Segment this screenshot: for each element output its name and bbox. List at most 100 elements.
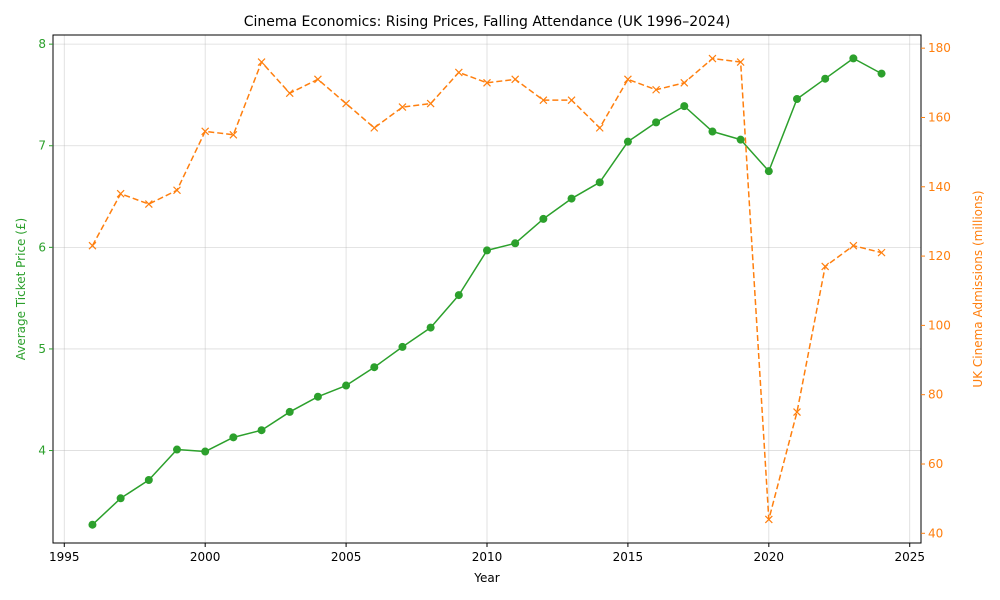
y-tick-label-right: 160	[928, 110, 951, 124]
x-axis-label: Year	[473, 571, 499, 585]
price-point	[144, 476, 153, 485]
admissions-point-stroke	[595, 123, 604, 132]
price-point	[454, 291, 463, 300]
y-axis-label-right: UK Cinema Admissions (millions)	[971, 190, 985, 387]
admissions-point-stroke	[201, 127, 210, 136]
admissions-point	[623, 75, 632, 84]
admissions-point	[764, 515, 773, 524]
admissions-point	[708, 54, 717, 63]
grid-layer	[53, 35, 921, 543]
price-point	[623, 137, 632, 146]
admissions-point	[680, 78, 689, 87]
admissions-point-stroke	[511, 75, 520, 84]
y-tick-label-left: 6	[38, 240, 46, 254]
price-point	[483, 246, 491, 255]
admissions-point-stroke	[229, 130, 238, 139]
admissions-point	[821, 262, 830, 271]
price-point	[398, 342, 407, 351]
price-point	[764, 167, 773, 176]
admissions-point-stroke	[144, 200, 153, 209]
admissions-point-stroke	[680, 78, 689, 87]
axes-layer: 1995 2000 2005 2010 2015 2020 2025 4 5 6 7 8 40 60 80 1…	[38, 37, 951, 564]
chart-title: Cinema Economics: Rising Prices, Falling…	[244, 14, 731, 30]
admissions-point-stroke	[736, 58, 745, 66]
admissions-point-stroke	[567, 96, 576, 105]
price-point	[708, 127, 717, 136]
admissions-point-stroke	[342, 99, 351, 108]
y-tick-label-left: 7	[38, 139, 46, 153]
y-tick-label-right: 120	[928, 249, 951, 263]
admissions-point	[285, 89, 294, 98]
admissions-point-stroke	[370, 123, 379, 132]
price-point	[511, 239, 520, 248]
series-layer	[88, 54, 886, 529]
price-point	[877, 69, 886, 78]
admissions-series-line	[91, 57, 882, 521]
admissions-point-stroke	[849, 241, 858, 250]
x-tick-label: 2010	[472, 550, 503, 564]
admissions-point-stroke	[793, 408, 801, 416]
admissions-point	[88, 241, 97, 250]
admissions-point	[511, 75, 520, 84]
admissions-point-stroke	[708, 54, 717, 63]
x-tick-label: 1995	[49, 550, 80, 564]
price-point	[370, 363, 379, 372]
admissions-point-stroke	[426, 99, 435, 108]
price-point	[342, 381, 351, 390]
admissions-point	[398, 103, 407, 112]
y-tick-label-right: 80	[928, 388, 943, 402]
price-point	[426, 323, 435, 332]
price-point	[595, 178, 604, 187]
y-tick-label-right: 140	[928, 180, 951, 194]
price-point	[285, 407, 294, 416]
admissions-point	[313, 75, 322, 84]
price-point	[849, 54, 858, 63]
admissions-point-stroke	[652, 85, 661, 94]
admissions-point	[370, 123, 379, 132]
x-tick-label: 2025	[894, 550, 925, 564]
admissions-point-stroke	[173, 186, 181, 195]
price-point	[88, 520, 97, 529]
admissions-point-stroke	[483, 78, 491, 87]
price-point	[116, 494, 125, 503]
admissions-point	[793, 408, 801, 416]
admissions-point	[849, 241, 858, 250]
admissions-point	[877, 248, 886, 257]
admissions-point-stroke	[623, 75, 632, 84]
price-point	[793, 95, 801, 104]
x-tick-label: 2000	[190, 550, 221, 564]
price-point	[567, 194, 576, 203]
admissions-point	[229, 130, 238, 139]
admissions-point	[652, 85, 661, 94]
admissions-point-stroke	[398, 103, 407, 112]
price-point	[173, 445, 181, 454]
admissions-point	[342, 99, 351, 108]
x-tick-label: 2005	[331, 550, 362, 564]
admissions-point-stroke	[285, 89, 294, 98]
admissions-point	[539, 96, 548, 105]
admissions-point	[116, 189, 125, 198]
admissions-point	[257, 58, 266, 66]
admissions-point	[454, 68, 463, 77]
price-point	[652, 118, 661, 127]
y-tick-label-right: 40	[928, 526, 943, 540]
price-point	[539, 214, 548, 223]
price-point	[821, 74, 830, 83]
admissions-point-stroke	[539, 96, 548, 105]
price-point	[257, 426, 266, 435]
price-point	[680, 102, 689, 111]
price-point	[229, 433, 238, 442]
y-axis-label-left: Average Ticket Price (£)	[14, 218, 28, 361]
admissions-point	[144, 200, 153, 209]
y-tick-label-left: 8	[38, 37, 46, 51]
admissions-point-stroke	[877, 248, 886, 257]
admissions-point-stroke	[313, 75, 322, 84]
admissions-point-stroke	[88, 241, 97, 250]
y-tick-label-right: 100	[928, 318, 951, 332]
y-tick-label-left: 4	[38, 444, 46, 458]
y-tick-label-left: 5	[38, 342, 46, 356]
x-tick-label: 2015	[613, 550, 644, 564]
admissions-point	[426, 99, 435, 108]
